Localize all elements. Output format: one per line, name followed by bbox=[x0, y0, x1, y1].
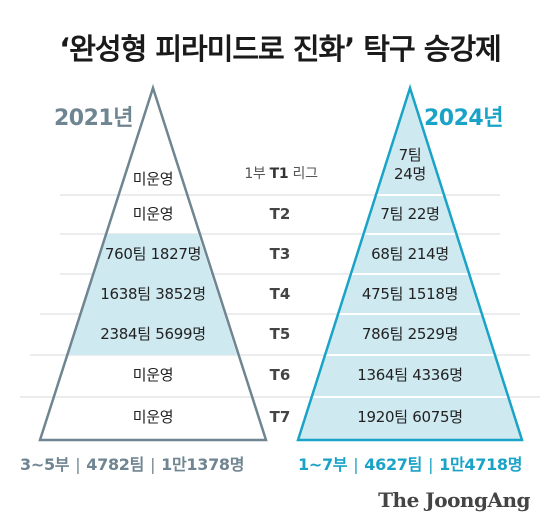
tier-label-t1: 1부 T1 리그 bbox=[226, 163, 336, 183]
tier-label-t4: T4 bbox=[269, 285, 291, 303]
left-cell-t6: 미운영 bbox=[132, 366, 174, 384]
tier-t1-label: T1 bbox=[269, 166, 289, 182]
summary-separator: | bbox=[353, 455, 359, 474]
left-cell-t4: 1638팀 3852명 bbox=[100, 285, 206, 303]
left-summary-players: 1만1378명 bbox=[161, 455, 245, 474]
left-pyramid-outline bbox=[38, 83, 268, 442]
tier-label-t7: T7 bbox=[269, 408, 291, 426]
tier-label-t5: T5 bbox=[269, 325, 291, 343]
brand-logo: The JoongAng bbox=[378, 488, 530, 512]
left-band-t3 bbox=[94, 234, 211, 274]
left-band-t5 bbox=[68, 314, 237, 355]
tier-t1-suffix: 리그 bbox=[292, 166, 318, 182]
right-cell-t3: 68팀 214명 bbox=[371, 245, 449, 263]
summary-separator: | bbox=[428, 455, 434, 474]
left-summary: 3~5부 | 4782팀 | 1만1378명 bbox=[20, 451, 244, 475]
right-cell-t1-teams: 7팀 bbox=[398, 146, 422, 164]
left-cell-t2: 미운영 bbox=[132, 205, 174, 223]
right-cell-t7: 1920팀 6075명 bbox=[357, 408, 463, 426]
right-cell-t1-players: 24명 bbox=[394, 165, 426, 183]
summary-separator: | bbox=[75, 455, 81, 474]
left-summary-divisions: 3~5부 bbox=[20, 455, 70, 474]
right-row-lines bbox=[311, 194, 509, 398]
left-summary-teams: 4782팀 bbox=[86, 455, 145, 474]
right-summary: 1~7부 | 4627팀 | 1만4718명 bbox=[298, 451, 522, 475]
page-title: ‘완성형 피라미드로 진화’ 탁구 승강제 bbox=[59, 32, 502, 66]
right-summary-teams: 4627팀 bbox=[364, 455, 423, 474]
left-cell-t7: 미운영 bbox=[132, 408, 174, 426]
right-cell-t6: 1364팀 4336명 bbox=[357, 366, 463, 384]
tier-label-t6: T6 bbox=[269, 366, 291, 384]
right-cell-t2: 7팀 22명 bbox=[380, 205, 440, 223]
right-cell-t1: 7팀 24명 bbox=[370, 146, 450, 184]
tier-t1-prefix: 1부 bbox=[244, 166, 266, 182]
right-cell-t4: 475팀 1518명 bbox=[361, 285, 459, 303]
right-cell-t5: 786팀 2529명 bbox=[361, 325, 459, 343]
right-year-label: 2024년 bbox=[424, 106, 503, 131]
right-summary-divisions: 1~7부 bbox=[298, 455, 348, 474]
left-year-label: 2021년 bbox=[54, 106, 133, 131]
left-cell-t3: 760팀 1827명 bbox=[104, 245, 202, 263]
right-pyramid-outline bbox=[296, 83, 524, 442]
tier-label-t3: T3 bbox=[269, 245, 291, 263]
right-summary-players: 1만4718명 bbox=[439, 455, 523, 474]
summary-separator: | bbox=[150, 455, 156, 474]
left-band-t4 bbox=[81, 274, 224, 314]
right-pyramid-fill bbox=[298, 88, 522, 440]
tier-label-t2: T2 bbox=[269, 205, 291, 223]
left-cell-t5: 2384팀 5699명 bbox=[100, 325, 206, 343]
left-cell-t1: 미운영 bbox=[132, 170, 174, 188]
